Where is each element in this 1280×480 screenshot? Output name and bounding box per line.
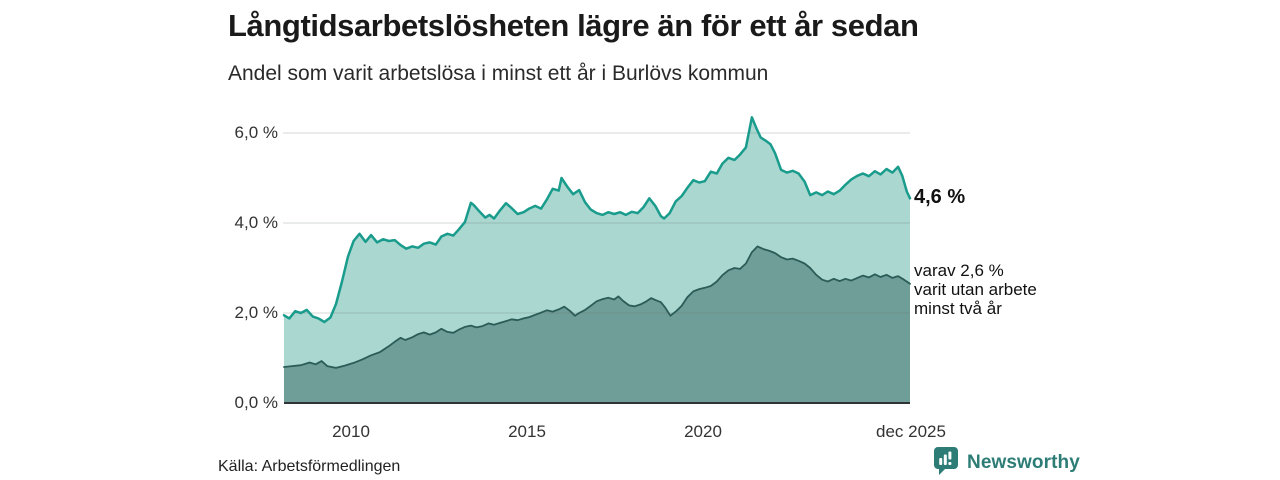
x-axis-tick-2010: 2010 [332,422,370,441]
y-axis-tick-2: 2,0 % [234,303,278,322]
chart-title: Långtidsarbetslösheten lägre än för ett … [228,8,919,43]
brand-logo: Newsworthy [933,446,1080,480]
newsworthy-bubble-chart-icon [933,446,959,480]
chart-subtitle: Andel som varit arbetslösa i minst ett å… [228,62,769,85]
series-end-value-label: 4,6 % [914,186,966,208]
brand-name: Newsworthy [967,452,1080,473]
series-annotation-line-2: varit utan arbete [914,280,1037,299]
y-axis-tick-4: 4,0 % [234,213,278,232]
y-axis-tick-6: 6,0 % [234,123,278,142]
y-axis-tick-0: 0,0 % [234,393,278,412]
series-annotation-line-1: varav 2,6 % [914,261,1004,280]
series-annotation-line-3: minst två år [914,299,1002,318]
series-annotation: varav 2,6 % varit utan arbete minst två … [914,261,1037,318]
source-label: Källa: Arbetsförmedlingen [218,458,401,475]
x-axis-tick-2015: 2015 [508,422,546,441]
x-axis-tick-dec-2025: dec 2025 [876,422,946,441]
x-axis-tick-2020: 2020 [684,422,722,441]
